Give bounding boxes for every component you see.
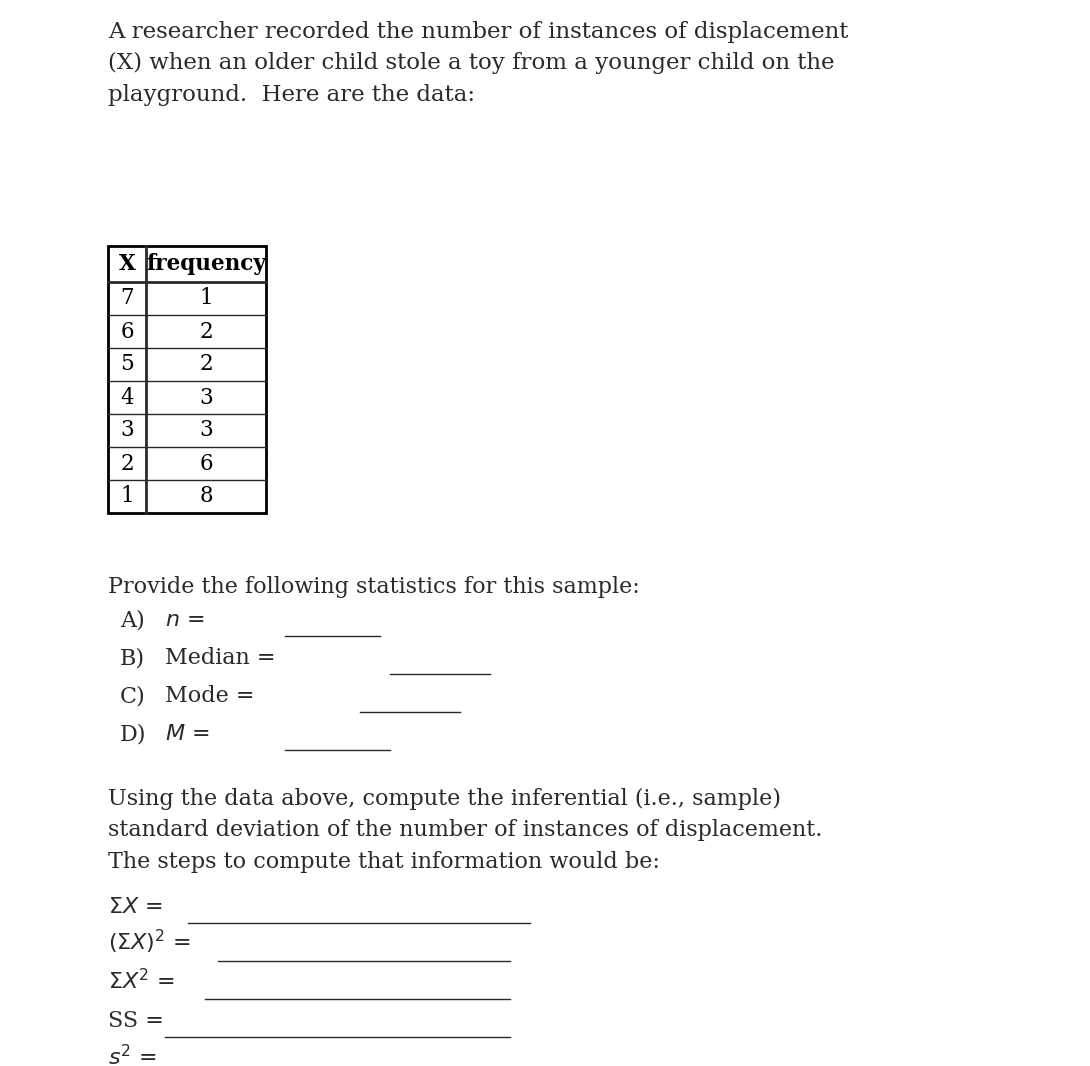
Text: X: X — [119, 253, 135, 275]
Text: SS =: SS = — [108, 1010, 164, 1032]
Text: $\Sigma X^2$ =: $\Sigma X^2$ = — [108, 969, 174, 994]
Text: $M$ =: $M$ = — [165, 723, 209, 745]
Text: $n$ =: $n$ = — [165, 609, 205, 631]
Text: frequency: frequency — [146, 253, 266, 275]
Text: 7: 7 — [120, 288, 134, 309]
Text: $\Sigma X$ =: $\Sigma X$ = — [108, 897, 162, 918]
Text: 3: 3 — [120, 420, 134, 441]
Text: 3: 3 — [199, 420, 213, 441]
Text: $s^2$ =: $s^2$ = — [108, 1045, 156, 1066]
Text: C): C) — [120, 685, 146, 707]
Text: 5: 5 — [120, 354, 134, 375]
Text: 4: 4 — [120, 387, 134, 408]
Text: Mode =: Mode = — [165, 685, 254, 707]
Text: 3: 3 — [199, 387, 213, 408]
Bar — [108, 246, 266, 513]
Text: 6: 6 — [120, 321, 134, 342]
Text: $(\Sigma X)^2$ =: $(\Sigma X)^2$ = — [108, 927, 191, 956]
Text: B): B) — [120, 647, 145, 669]
Text: 1: 1 — [199, 288, 213, 309]
Text: A): A) — [120, 609, 145, 631]
Text: 2: 2 — [120, 452, 134, 474]
Text: 1: 1 — [120, 485, 134, 507]
Text: 8: 8 — [199, 485, 213, 507]
Text: A researcher recorded the number of instances of displacement
(X) when an older : A researcher recorded the number of inst… — [108, 21, 848, 106]
Text: Using the data above, compute the inferential (i.e., sample)
standard deviation : Using the data above, compute the infere… — [108, 788, 822, 873]
Text: 2: 2 — [199, 354, 213, 375]
Text: Median =: Median = — [165, 647, 276, 669]
Text: 2: 2 — [199, 321, 213, 342]
Text: D): D) — [120, 723, 146, 745]
Text: 6: 6 — [199, 452, 213, 474]
Text: Provide the following statistics for this sample:: Provide the following statistics for thi… — [108, 576, 640, 598]
